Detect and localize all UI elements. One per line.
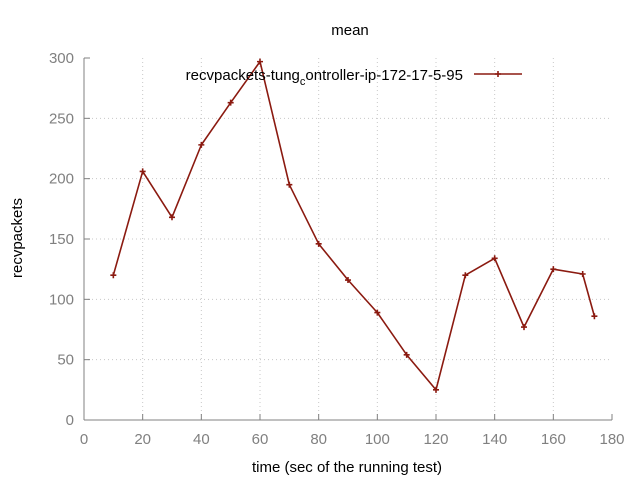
x-tick-label: 0 [80,431,88,448]
x-tick-label: 140 [482,431,507,448]
data-point [286,181,293,188]
data-point [169,214,175,221]
y-tick-label: 50 [57,352,74,369]
y-ticks: 0 50 100 150 200 250 300 [49,50,90,429]
x-tick-label: 80 [310,431,327,448]
x-tick-label: 100 [365,431,390,448]
legend: recvpackets-tungcontroller-ip-172-17-5-9… [186,67,522,88]
x-tick-label: 120 [423,431,448,448]
x-tick-label: 60 [252,431,269,448]
grid [84,58,612,420]
x-tick-label: 160 [541,431,566,448]
y-tick-label: 0 [66,412,74,429]
x-ticks: 0 20 40 60 80 100 120 140 160 180 [80,414,625,448]
data-point [139,168,146,175]
data-point [227,99,234,106]
x-tick-label: 180 [599,431,624,448]
chart-title: mean [331,22,369,39]
legend-marker-sample [495,71,501,77]
y-tick-label: 300 [49,50,74,67]
series-recvpackets [110,58,598,393]
legend-entry-label: recvpackets-tungcontroller-ip-172-17-5-9… [186,67,463,88]
data-point [491,255,498,262]
data-point [462,272,469,279]
y-axis-title: recvpackets [9,198,26,278]
y-tick-label: 200 [49,171,74,188]
y-tick-label: 250 [49,110,74,127]
data-point [345,277,351,284]
data-point [315,240,322,247]
x-tick-label: 40 [193,431,210,448]
y-tick-label: 150 [49,231,74,248]
data-point [550,266,557,273]
data-point [591,313,598,320]
series-line [112,60,596,391]
x-tick-label: 20 [134,431,151,448]
data-point [521,324,527,331]
data-point [110,272,117,279]
y-tick-label: 100 [49,291,74,308]
data-point [579,270,586,277]
data-point [433,386,439,393]
data-point [374,309,381,316]
data-point [198,141,205,148]
data-point [403,351,410,358]
data-point [257,58,263,65]
x-axis-title: time (sec of the running test) [252,459,442,476]
